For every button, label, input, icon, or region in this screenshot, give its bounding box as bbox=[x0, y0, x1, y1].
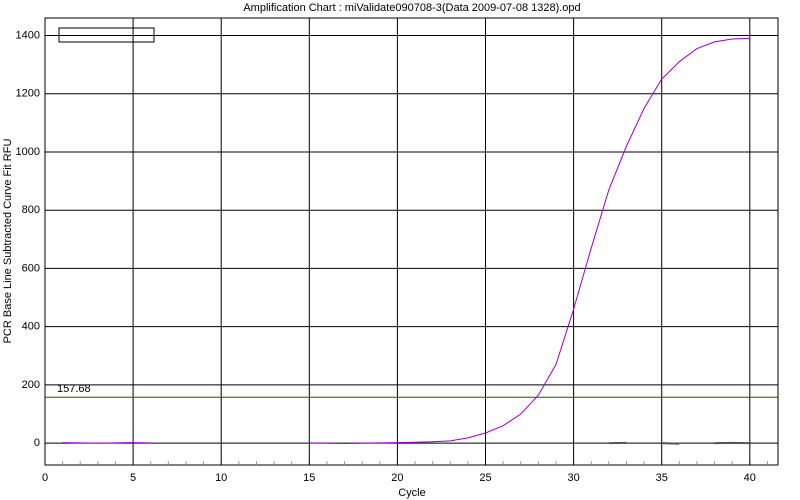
y-tick-label: 600 bbox=[22, 262, 40, 274]
x-axis-label: Cycle bbox=[398, 487, 426, 499]
y-tick-label: 0 bbox=[34, 437, 40, 449]
chart-title: Amplification Chart : miValidate090708-3… bbox=[243, 2, 580, 14]
x-tick-label: 35 bbox=[656, 472, 668, 484]
y-tick-label: 400 bbox=[22, 321, 40, 333]
x-tick-label: 30 bbox=[567, 472, 579, 484]
y-tick-label: 200 bbox=[22, 379, 40, 391]
series-line bbox=[608, 441, 750, 445]
x-tick-label: 10 bbox=[215, 472, 227, 484]
threshold-label: 157.68 bbox=[57, 383, 91, 395]
x-tick-label: 0 bbox=[42, 472, 48, 484]
x-tick-label: 25 bbox=[479, 472, 491, 484]
x-tick-label: 20 bbox=[391, 472, 403, 484]
y-tick-label: 1200 bbox=[16, 88, 40, 100]
y-tick-label: 800 bbox=[22, 204, 40, 216]
x-tick-label: 5 bbox=[130, 472, 136, 484]
y-axis-label: PCR Base Line Subtracted Curve Fit RFU bbox=[2, 139, 14, 344]
y-tick-label: 1000 bbox=[16, 146, 40, 158]
x-tick-label: 15 bbox=[303, 472, 315, 484]
x-tick-label: 40 bbox=[744, 472, 756, 484]
y-tick-label: 1400 bbox=[16, 29, 40, 41]
series-line bbox=[62, 37, 750, 444]
